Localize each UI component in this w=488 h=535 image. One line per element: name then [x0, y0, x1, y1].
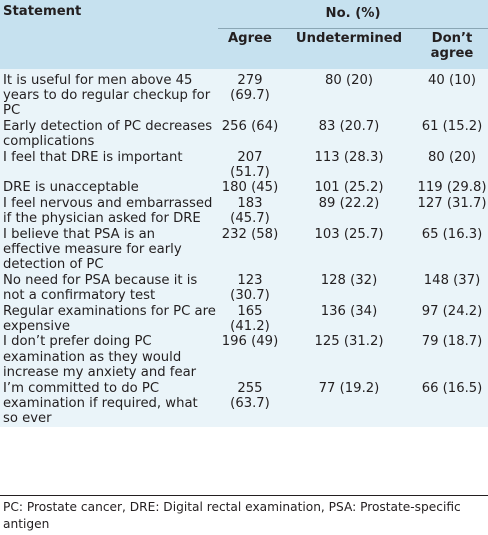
cell-dont-agree: 80 (20) — [416, 149, 488, 181]
cell-agree: 123 (30.7) — [218, 272, 282, 304]
cell-statement: I feel nervous and embarrassed if the ph… — [0, 195, 218, 227]
table-row: DRE is unacceptable 180 (45) 101 (25.2) … — [0, 180, 488, 196]
header-agree: Agree — [218, 28, 282, 69]
cell-agree: 232 (58) — [218, 226, 282, 273]
cell-agree: 165 (41.2) — [218, 303, 282, 335]
table-row: I feel nervous and embarrassed if the ph… — [0, 195, 488, 227]
table-row: Regular examinations for PC are expensiv… — [0, 303, 488, 335]
cell-statement: No need for PSA because it is not a conf… — [0, 272, 218, 304]
cell-undetermined: 128 (32) — [282, 272, 416, 304]
table-row: No need for PSA because it is not a conf… — [0, 272, 488, 304]
header-dont-agree-line2: agree — [430, 46, 474, 62]
cell-undetermined: 125 (31.2) — [282, 334, 416, 381]
cell-agree: 183 (45.7) — [218, 195, 282, 227]
cell-undetermined: 89 (22.2) — [282, 195, 416, 227]
header-dont-agree-line1: Don’t — [431, 31, 473, 46]
cell-dont-agree: 66 (16.5) — [416, 380, 488, 427]
cell-agree: 207 (51.7) — [218, 149, 282, 181]
table-row: I don’t prefer doing PC examination as t… — [0, 334, 488, 381]
cell-statement: DRE is unacceptable — [0, 180, 218, 196]
cell-undetermined: 103 (25.7) — [282, 226, 416, 273]
cell-undetermined: 80 (20) — [282, 68, 416, 119]
cell-dont-agree: 127 (31.7) — [416, 195, 488, 227]
cell-dont-agree: 65 (16.3) — [416, 226, 488, 273]
cell-agree: 256 (64) — [218, 118, 282, 150]
table-row: It is useful for men above 45 years to d… — [0, 68, 488, 119]
cell-agree: 196 (49) — [218, 334, 282, 381]
cell-undetermined: 77 (19.2) — [282, 380, 416, 427]
cell-undetermined: 101 (25.2) — [282, 180, 416, 196]
cell-statement: I believe that PSA is an effective measu… — [0, 226, 218, 273]
cell-agree: 180 (45) — [218, 180, 282, 196]
table-row: I feel that DRE is important 207 (51.7) … — [0, 149, 488, 181]
table-header: Statement No. (%) Agree Undetermined Don… — [0, 0, 488, 69]
cell-dont-agree: 148 (37) — [416, 272, 488, 304]
header-dont-agree: Don’t agree — [416, 28, 488, 69]
table-footnote: PC: Prostate cancer, DRE: Digital rectal… — [0, 495, 488, 533]
cell-agree: 279 (69.7) — [218, 68, 282, 119]
cell-dont-agree: 97 (24.2) — [416, 303, 488, 335]
cell-dont-agree: 79 (18.7) — [416, 334, 488, 381]
cell-dont-agree: 119 (29.8) — [416, 180, 488, 196]
cell-agree: 255 (63.7) — [218, 380, 282, 427]
table-row: I’m committed to do PC examination if re… — [0, 380, 488, 427]
cell-statement: Early detection of PC decreases complica… — [0, 118, 218, 150]
cell-statement: I’m committed to do PC examination if re… — [0, 380, 218, 427]
cell-undetermined: 113 (28.3) — [282, 149, 416, 181]
table-row: I believe that PSA is an effective measu… — [0, 226, 488, 273]
header-statement: Statement — [0, 0, 218, 69]
cell-undetermined: 83 (20.7) — [282, 118, 416, 150]
table-body: It is useful for men above 45 years to d… — [0, 68, 488, 427]
survey-table: Statement No. (%) Agree Undetermined Don… — [0, 0, 488, 427]
cell-undetermined: 136 (34) — [282, 303, 416, 335]
cell-dont-agree: 40 (10) — [416, 68, 488, 119]
cell-dont-agree: 61 (15.2) — [416, 118, 488, 150]
header-group-count-percent: No. (%) — [218, 0, 488, 29]
cell-statement: I don’t prefer doing PC examination as t… — [0, 334, 218, 381]
table-row: Early detection of PC decreases complica… — [0, 118, 488, 150]
header-undetermined: Undetermined — [282, 28, 416, 69]
cell-statement: I feel that DRE is important — [0, 149, 218, 181]
cell-statement: It is useful for men above 45 years to d… — [0, 68, 218, 119]
cell-statement: Regular examinations for PC are expensiv… — [0, 303, 218, 335]
